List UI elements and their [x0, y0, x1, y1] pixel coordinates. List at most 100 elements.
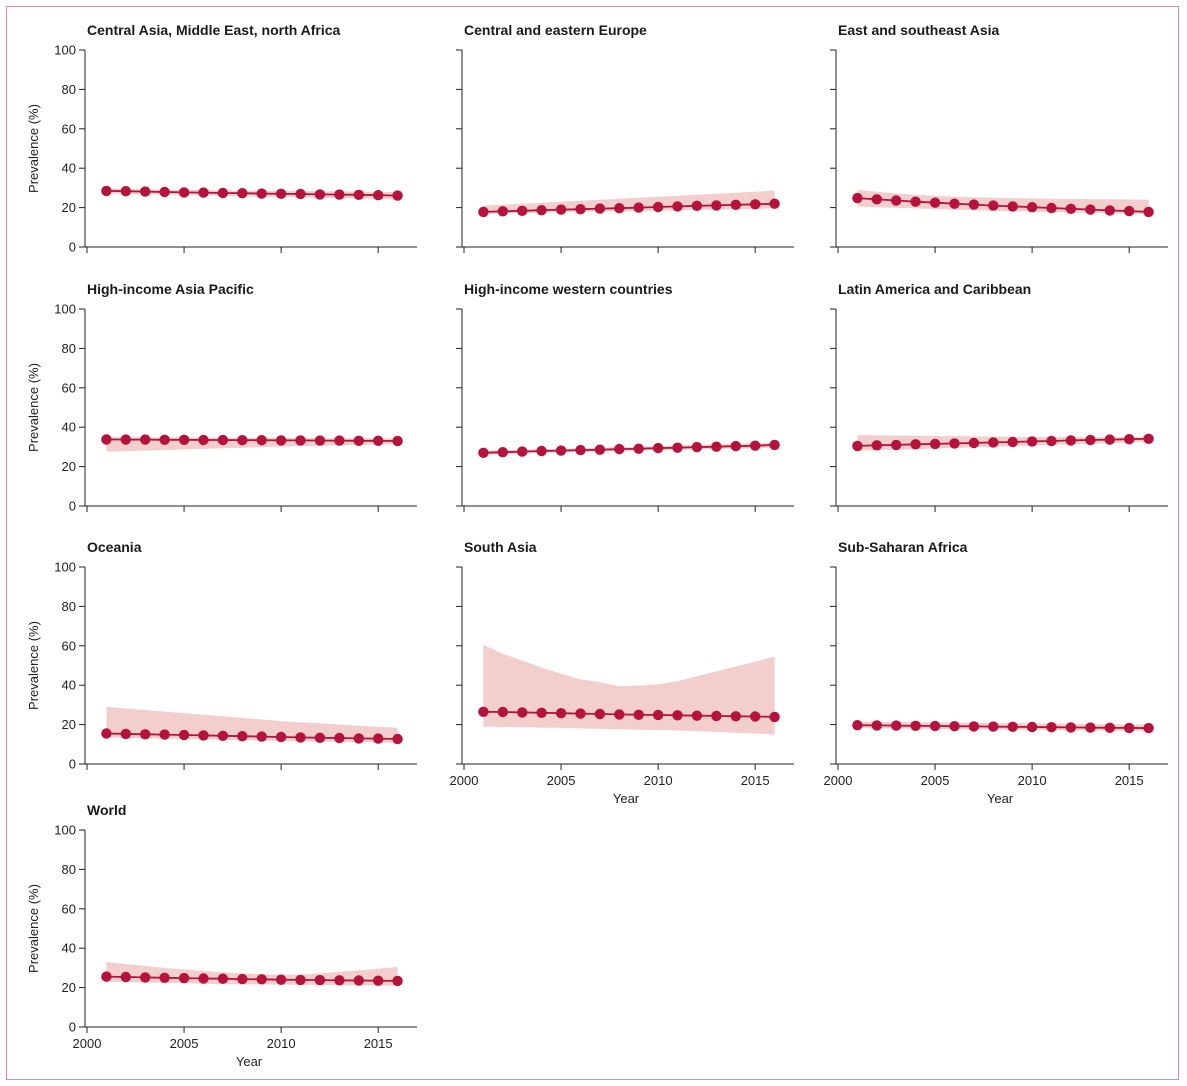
data-point — [968, 437, 980, 449]
data-point — [373, 435, 384, 446]
x-tick-label: 2005 — [921, 773, 950, 788]
data-point — [1065, 203, 1077, 214]
data-point — [871, 194, 882, 205]
data-point — [891, 720, 902, 731]
data-point — [101, 185, 112, 197]
panel-title: East and southeast Asia — [838, 22, 1000, 38]
data-point — [711, 710, 722, 722]
y-tick-label: 40 — [62, 420, 76, 435]
x-tick-label: 2010 — [267, 1036, 296, 1051]
data-point — [275, 731, 287, 743]
y-tick-label: 80 — [62, 862, 76, 877]
data-point — [159, 972, 170, 983]
data-point — [140, 972, 151, 983]
data-point — [910, 720, 921, 731]
y-tick-label: 20 — [62, 459, 76, 474]
data-point — [594, 708, 606, 720]
data-point — [256, 188, 267, 199]
panel-3: East and southeast Asia — [830, 22, 1168, 253]
data-point — [373, 190, 384, 201]
data-point — [730, 199, 741, 210]
data-point — [353, 975, 364, 986]
panel-title: Latin America and Caribbean — [838, 281, 1031, 297]
data-point — [392, 975, 403, 987]
data-point — [353, 733, 364, 744]
data-point — [295, 974, 306, 986]
data-point — [353, 435, 364, 446]
y-axis-label: Prevalence (%) — [26, 104, 41, 193]
y-tick-label: 100 — [54, 560, 76, 575]
data-point — [555, 445, 567, 456]
data-point — [314, 189, 326, 200]
data-point — [1007, 436, 1018, 448]
data-point — [652, 709, 664, 721]
y-axis-label: Prevalence (%) — [26, 621, 41, 710]
data-point — [120, 434, 131, 445]
data-point — [1007, 721, 1018, 732]
panel-7: Oceania 0 20 40 60 80 100 Prevalence (%) — [26, 539, 417, 772]
data-point — [594, 444, 606, 455]
data-point — [159, 729, 170, 740]
data-point — [314, 435, 326, 446]
series-line — [483, 710, 775, 718]
data-point — [575, 708, 586, 719]
data-point — [101, 971, 112, 982]
data-point — [256, 974, 267, 985]
data-point — [929, 438, 941, 450]
data-point — [217, 973, 229, 984]
panel-title: High-income Asia Pacific — [87, 281, 254, 297]
x-tick-label: 2005 — [170, 1036, 199, 1051]
series-line — [857, 437, 1149, 447]
data-point — [517, 707, 528, 718]
data-point — [891, 195, 902, 206]
y-tick-label: 60 — [62, 638, 76, 653]
data-point — [275, 188, 287, 199]
data-point — [517, 446, 528, 457]
x-tick-label: 2005 — [547, 773, 576, 788]
data-point — [497, 206, 508, 217]
y-tick-label: 100 — [54, 302, 76, 317]
data-point — [633, 202, 644, 213]
y-tick-label: 0 — [69, 1020, 76, 1035]
data-point — [871, 440, 882, 451]
data-point — [871, 720, 882, 731]
data-point — [295, 435, 306, 446]
data-point — [769, 439, 780, 451]
data-point — [353, 189, 364, 200]
series-line — [106, 438, 398, 442]
data-point — [178, 434, 190, 445]
x-tick-label: 2000 — [450, 773, 479, 788]
data-point — [159, 186, 170, 198]
data-point — [178, 187, 190, 198]
data-point — [949, 438, 960, 449]
data-point — [120, 728, 131, 740]
x-tick-label: 2010 — [644, 773, 673, 788]
data-point — [575, 444, 586, 456]
data-point — [237, 973, 248, 985]
data-point — [314, 974, 326, 986]
x-tick-label: 2010 — [1018, 773, 1047, 788]
x-tick-label: 2000 — [73, 1036, 102, 1051]
series-line — [857, 197, 1149, 213]
data-point — [910, 196, 921, 207]
x-axis-label: Year — [987, 791, 1014, 806]
data-point — [275, 435, 287, 446]
x-tick-label: 2015 — [364, 1036, 393, 1051]
x-tick-label: 2000 — [824, 773, 853, 788]
data-point — [478, 206, 489, 218]
data-point — [691, 441, 703, 453]
data-point — [1124, 434, 1135, 445]
data-point — [769, 198, 780, 209]
data-point — [852, 720, 863, 731]
y-tick-label: 100 — [54, 43, 76, 58]
y-tick-label: 0 — [69, 499, 76, 514]
panel-2: Central and eastern Europe — [456, 22, 794, 253]
x-axis-label: Year — [613, 791, 640, 806]
data-point — [536, 205, 547, 216]
y-axis-label: Prevalence (%) — [26, 884, 41, 973]
data-point — [633, 443, 644, 454]
panel-6: Latin America and Caribbean — [830, 281, 1168, 512]
data-point — [275, 974, 287, 985]
data-point — [295, 188, 306, 200]
